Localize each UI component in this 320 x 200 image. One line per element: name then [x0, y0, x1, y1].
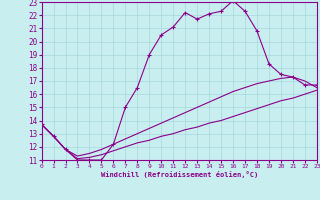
X-axis label: Windchill (Refroidissement éolien,°C): Windchill (Refroidissement éolien,°C) — [100, 171, 258, 178]
